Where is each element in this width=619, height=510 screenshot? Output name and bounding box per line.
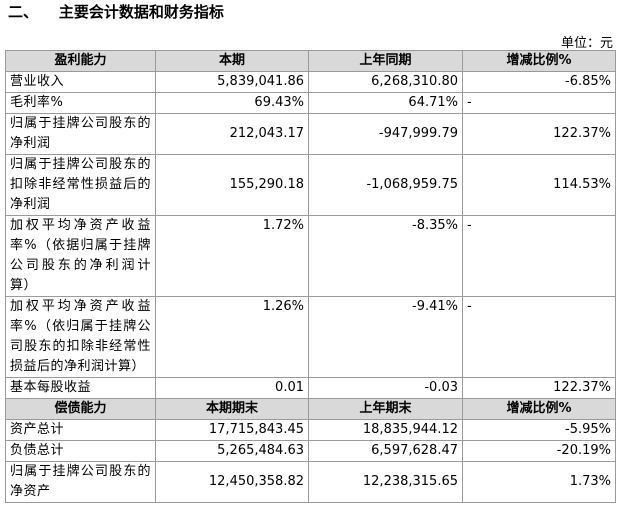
value-cell: 0.01 [155,377,309,399]
header-cell: 增减比例% [462,50,616,72]
finance-table: 盈利能力 本期 上年同期 增减比例% 营业收入 5,839,041.86 6,268,310… [5,50,616,503]
value-cell: 18,835,944.12 [308,419,463,441]
row-label: 加权平均净资产收益率%（依归属于挂牌公司股东的扣除非经常性损益后的净利润计算） [5,296,156,378]
data-row: 归属于挂牌公司股东的净资产 12,450,358.82 12,238,315.65 1… [5,461,616,503]
row-label: 资产总计 [5,419,156,441]
value-cell: -5.95% [462,419,616,441]
value-cell: 155,290.18 [155,154,309,216]
value-cell: 212,043.17 [155,113,309,155]
value-cell: 122.37% [462,377,616,399]
data-row: 归属于挂牌公司股东的净利润 212,043.17 -947,999.79 122.37… [5,113,616,155]
value-cell: 5,839,041.86 [155,71,309,93]
value-cell: -1,068,959.75 [308,154,463,216]
value-cell: 64.71% [308,92,463,114]
value-cell: 1.72% [155,215,309,297]
data-row: 归属于挂牌公司股东的扣除非经常性损益后的净利润 155,290.18 -1,068,… [5,154,616,216]
row-label: 负债总计 [5,440,156,462]
data-row: 资产总计 17,715,843.45 18,835,944.12 -5.95% [5,419,616,441]
header-cell: 上年期末 [308,398,463,420]
data-row: 基本每股收益 0.01 -0.03 122.37% [5,377,616,399]
row-label: 毛利率% [5,92,156,114]
value-cell: 6,597,628.47 [308,440,463,462]
header-cell: 偿债能力 [5,398,156,420]
value-cell: - [462,296,616,378]
value-cell: 122.37% [462,113,616,155]
unit-label: 单位：元 [560,36,613,51]
value-cell: -8.35% [308,215,463,297]
value-cell: - [462,92,616,114]
header-cell: 本期期末 [155,398,309,420]
value-cell: -0.03 [308,377,463,399]
value-cell: - [462,215,616,297]
row-label: 归属于挂牌公司股东的扣除非经常性损益后的净利润 [5,154,156,216]
value-cell: 114.53% [462,154,616,216]
value-cell: 1.26% [155,296,309,378]
data-row: 营业收入 5,839,041.86 6,268,310.80 -6.85% [5,71,616,93]
value-cell: 5,265,484.63 [155,440,309,462]
data-row: 负债总计 5,265,484.63 6,597,628.47 -20.19% [5,440,616,462]
data-row: 加权平均净资产收益率%（依归属于挂牌公司股东的扣除非经常性损益后的净利润计算） 1… [5,296,616,378]
data-row: 毛利率% 69.43% 64.71% - [5,92,616,114]
value-cell: -9.41% [308,296,463,378]
value-cell: 17,715,843.45 [155,419,309,441]
value-cell: 1.73% [462,461,616,503]
section-title: 二、 主要会计数据和财务指标 [8,3,224,21]
value-cell: 69.43% [155,92,309,114]
row-label: 基本每股收益 [5,377,156,399]
value-cell: -6.85% [462,71,616,93]
value-cell: 12,238,315.65 [308,461,463,503]
header-cell: 增减比例% [462,398,616,420]
row-label: 归属于挂牌公司股东的净利润 [5,113,156,155]
row-label: 归属于挂牌公司股东的净资产 [5,461,156,503]
header-cell: 盈利能力 [5,50,156,72]
row-label: 营业收入 [5,71,156,93]
header-cell: 上年同期 [308,50,463,72]
header-row: 盈利能力 本期 上年同期 增减比例% [5,50,616,72]
value-cell: 12,450,358.82 [155,461,309,503]
header-row: 偿债能力 本期期末 上年期末 增减比例% [5,398,616,420]
data-row: 加权平均净资产收益率%（依据归属于挂牌公司股东的净利润计算） 1.72% -8.35… [5,215,616,297]
header-cell: 本期 [155,50,309,72]
value-cell: 6,268,310.80 [308,71,463,93]
row-label: 加权平均净资产收益率%（依据归属于挂牌公司股东的净利润计算） [5,215,156,297]
value-cell: -20.19% [462,440,616,462]
value-cell: -947,999.79 [308,113,463,155]
